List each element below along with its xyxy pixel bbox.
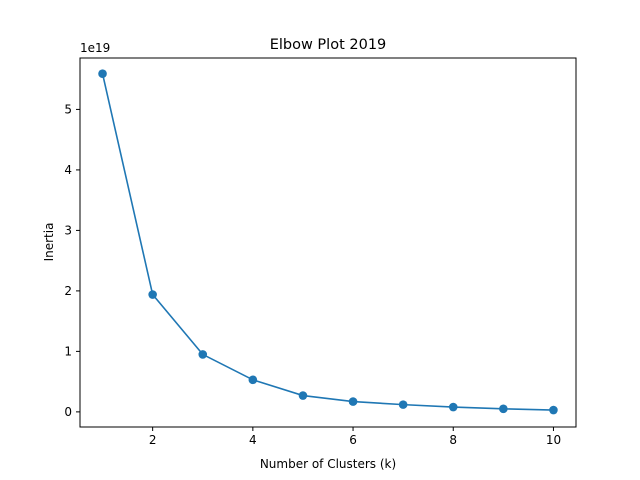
y-tick-label: 4 — [64, 163, 72, 177]
chart-title: Elbow Plot 2019 — [270, 37, 387, 53]
x-tick-label: 4 — [249, 433, 257, 447]
y-tick-label: 5 — [64, 102, 72, 116]
y-tick-label: 0 — [64, 405, 72, 419]
y-tick-label: 1 — [64, 344, 72, 358]
data-point — [198, 350, 208, 359]
y-tick-label: 2 — [64, 284, 72, 298]
y-axis-label: Inertia — [42, 223, 56, 262]
data-point — [398, 400, 408, 409]
data-point — [298, 391, 308, 400]
x-axis-label: Number of Clusters (k) — [260, 457, 396, 471]
y-offset-label: 1e19 — [80, 41, 110, 55]
x-tick-label: 10 — [546, 433, 561, 447]
x-tick-label: 2 — [149, 433, 157, 447]
data-point — [98, 69, 107, 79]
x-tick-label: 6 — [349, 433, 357, 447]
data-point — [499, 404, 508, 414]
series-line — [101, 73, 554, 411]
data-point — [348, 397, 358, 406]
data-point — [448, 402, 458, 412]
plot-frame — [79, 57, 577, 428]
data-point — [248, 375, 258, 385]
data-point — [549, 405, 558, 415]
x-tick-label: 8 — [449, 433, 457, 447]
data-point — [148, 290, 157, 299]
y-tick-label: 3 — [64, 223, 72, 237]
